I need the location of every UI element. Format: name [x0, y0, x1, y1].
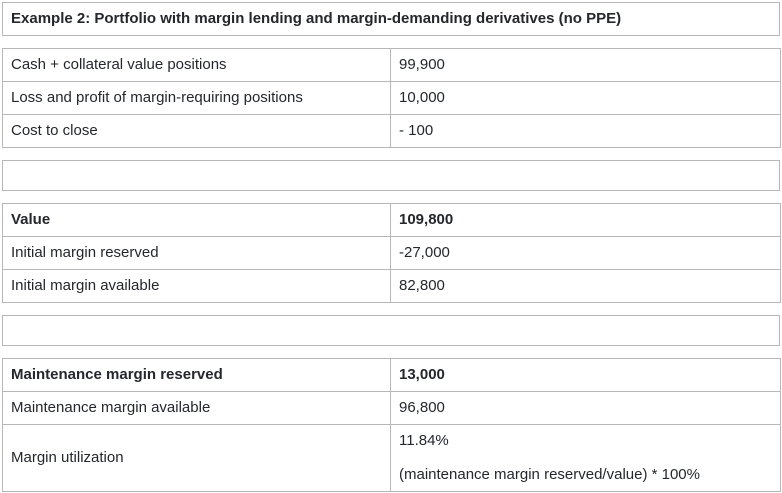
table-row: Maintenance margin available 96,800 [2, 391, 781, 425]
table-row: Initial margin available 82,800 [2, 269, 781, 303]
table-row: Loss and profit of margin-requiring posi… [2, 81, 781, 115]
table-row: Margin utilization 11.84% (maintenance m… [2, 424, 781, 492]
row-value: 82,800 [390, 269, 781, 303]
row-label: Maintenance margin available [2, 391, 391, 425]
table-row: Initial margin reserved -27,000 [2, 236, 781, 270]
row-value: -27,000 [390, 236, 781, 270]
row-label: Margin utilization [2, 424, 391, 492]
row-label: Cash + collateral value positions [2, 48, 391, 82]
positions-table: Cash + collateral value positions 99,900… [2, 48, 781, 148]
table-row: Cash + collateral value positions 99,900 [2, 48, 781, 82]
table-row: Maintenance margin reserved 13,000 [2, 358, 781, 392]
empty-row [2, 315, 780, 346]
maintenance-table: Maintenance margin reserved 13,000 Maint… [2, 358, 781, 492]
row-label: Loss and profit of margin-requiring posi… [2, 81, 391, 115]
utilization-formula: (maintenance margin reserved/value) * 10… [399, 466, 700, 483]
table-row: Cost to close - 100 [2, 114, 781, 148]
row-value: - 100 [390, 114, 781, 148]
value-table: Value 109,800 Initial margin reserved -2… [2, 203, 781, 303]
row-value: 10,000 [390, 81, 781, 115]
row-label: Maintenance margin reserved [2, 358, 391, 392]
row-label: Initial margin available [2, 269, 391, 303]
title-table: Example 2: Portfolio with margin lending… [2, 2, 780, 36]
row-value: 11.84% (maintenance margin reserved/valu… [390, 424, 781, 492]
row-label: Cost to close [2, 114, 391, 148]
empty-cell [2, 315, 780, 346]
row-label: Value [2, 203, 391, 237]
row-value: 99,900 [390, 48, 781, 82]
row-value: 109,800 [390, 203, 781, 237]
utilization-percent: 11.84% [399, 432, 449, 449]
empty-row-table [2, 160, 780, 191]
row-value: 96,800 [390, 391, 781, 425]
row-value: 13,000 [390, 358, 781, 392]
title-row: Example 2: Portfolio with margin lending… [2, 2, 780, 36]
empty-row [2, 160, 780, 191]
empty-row-table [2, 315, 780, 346]
row-label: Initial margin reserved [2, 236, 391, 270]
empty-cell [2, 160, 780, 191]
page-title: Example 2: Portfolio with margin lending… [2, 2, 780, 36]
table-row: Value 109,800 [2, 203, 781, 237]
